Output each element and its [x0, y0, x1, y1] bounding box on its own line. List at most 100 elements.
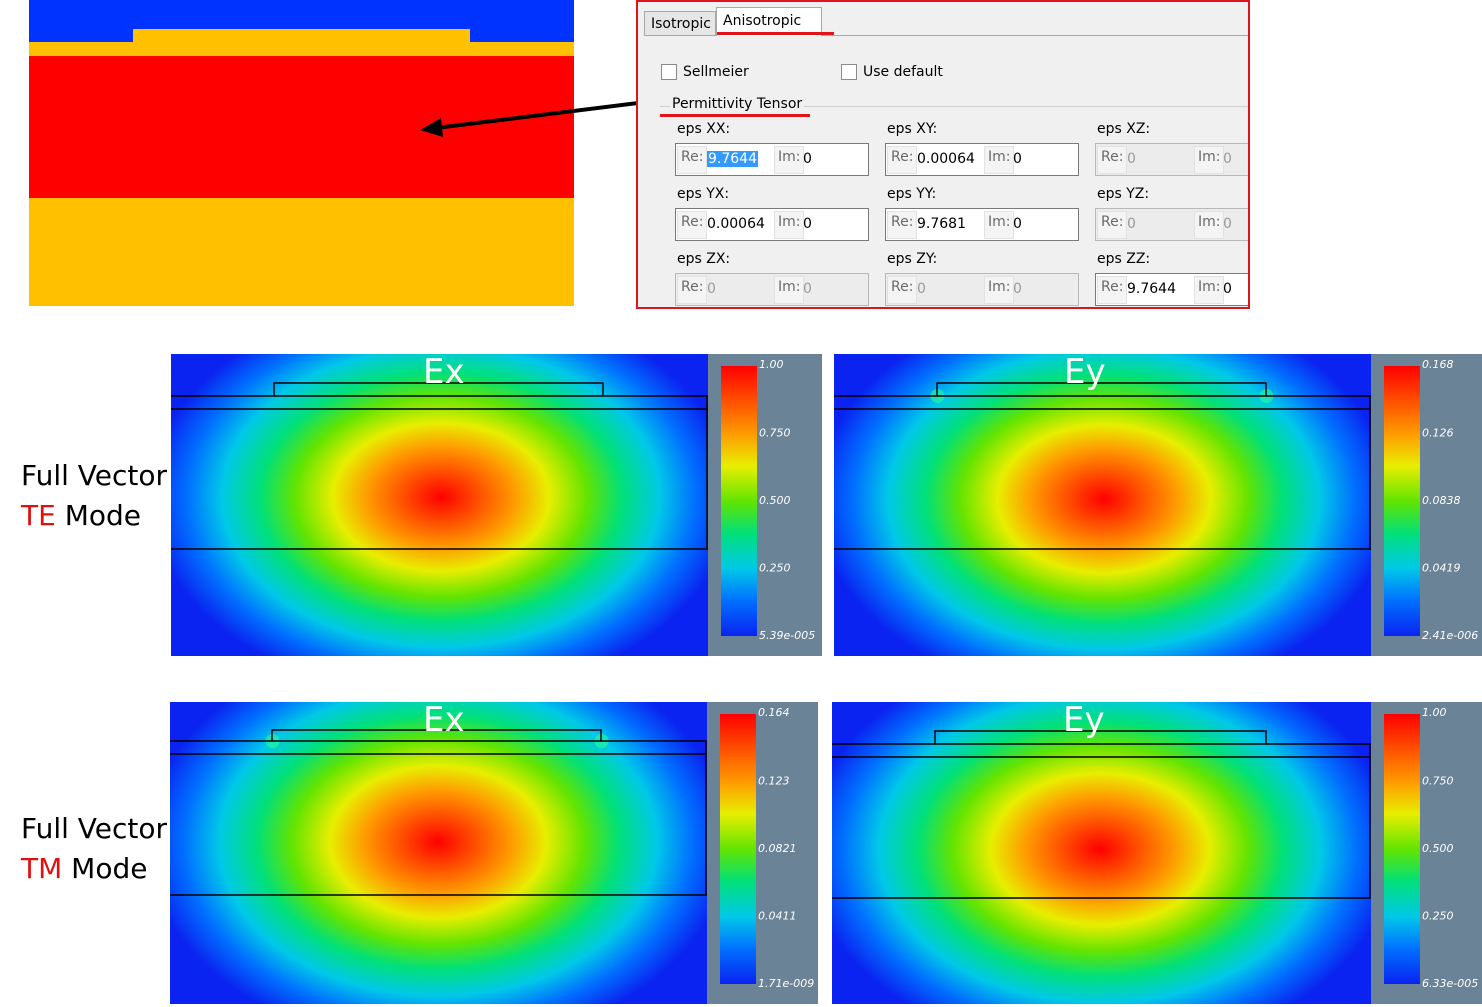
imag-part-input[interactable]: 0: [1223, 281, 1232, 297]
field-intensity-map: [832, 702, 1371, 1004]
tensor-label: eps ZY:: [887, 251, 938, 267]
checkbox-box[interactable]: [661, 64, 677, 80]
mode-name: TE: [21, 499, 56, 532]
imag-part-input[interactable]: 0: [1223, 216, 1232, 232]
im-label: Im:: [774, 211, 805, 239]
ridge-outline: [273, 382, 604, 396]
colorbar-tick-label: 0.250: [759, 562, 791, 575]
tensor-entry-field[interactable]: Re: 0.00064 Im: 0: [885, 143, 1079, 176]
re-label: Re:: [677, 211, 708, 239]
layer-outline: [832, 743, 1371, 899]
checkbox-label: Sellmeier: [683, 64, 749, 80]
colorbar-tick-label: 1.00: [759, 358, 784, 371]
mode-suffix: Mode: [55, 499, 141, 532]
im-label: Im:: [774, 146, 805, 174]
field-component-title: Ey: [1064, 354, 1106, 392]
imag-part-input[interactable]: 0: [1013, 151, 1022, 167]
tensor-entry-field[interactable]: Re: 9.7644 Im: 0: [1095, 273, 1248, 306]
real-part-input[interactable]: 0: [1127, 151, 1136, 167]
colorbar-tick-label: 2.41e-006: [1422, 629, 1478, 642]
field-component-title: Ex: [423, 354, 465, 392]
field-plot-svg: 1.00 0.750 0.500 0.250 5.39e-005: [171, 354, 822, 656]
re-label: Re:: [887, 211, 918, 239]
colorbar-tick-label: 0.0411: [758, 910, 797, 923]
mode-name: TM: [21, 852, 63, 885]
im-label: Im:: [1194, 146, 1225, 174]
field-plot-svg: 1.00 0.750 0.500 0.250 6.33e-005: [832, 702, 1482, 1004]
colorbar-tick-label: 0.500: [759, 494, 791, 507]
tensor-entry-field[interactable]: Re: 0 Im: 0: [675, 273, 869, 306]
field-component-title: Ex: [423, 702, 465, 740]
real-part-input[interactable]: 0.00064: [917, 151, 975, 167]
real-part-input[interactable]: 0: [917, 281, 926, 297]
imag-part-input[interactable]: 0: [1013, 216, 1022, 232]
real-part-input[interactable]: 9.7681: [917, 216, 966, 232]
layer-outline: [834, 395, 1371, 550]
tensor-entry-field[interactable]: Re: 9.7681 Im: 0: [885, 208, 1079, 241]
colorbar-tick-label: 0.750: [1422, 775, 1454, 788]
real-part-input[interactable]: 0: [1127, 216, 1136, 232]
te-ex-field-plot: 1.00 0.750 0.500 0.250 5.39e-005 Ex: [171, 354, 822, 656]
mode-suffix: Mode: [62, 852, 148, 885]
tensor-label: eps XY:: [887, 121, 938, 137]
checkbox-label: Use default: [863, 64, 943, 80]
im-label: Im:: [984, 276, 1015, 304]
tab-anisotropic[interactable]: Anisotropic: [716, 7, 822, 36]
ridge-outline: [271, 729, 602, 741]
real-part-input[interactable]: 9.7644: [707, 151, 758, 167]
layer-outline: [171, 395, 708, 550]
field-intensity-map: [171, 354, 708, 656]
tensor-label: eps ZZ:: [1097, 251, 1151, 267]
ridge-outline: [934, 730, 1267, 744]
imag-part-input[interactable]: 0: [1223, 151, 1232, 167]
re-label: Re:: [887, 276, 918, 304]
tensor-entry-field[interactable]: Re: 9.7644 Im: 0: [675, 143, 869, 176]
field-intensity-map: [834, 354, 1371, 656]
imag-part-input[interactable]: 0: [1013, 281, 1022, 297]
colorbar-tick-label: 1.00: [1422, 706, 1447, 719]
field-plot-svg: 0.168 0.126 0.0838 0.0419 2.41e-006: [834, 354, 1482, 656]
colorbar-tick-label: 0.750: [759, 427, 791, 440]
tm-mode-label: Full Vector TM Mode: [21, 809, 167, 889]
colorbar-tick-label: 0.0419: [1422, 562, 1461, 575]
colorbar-tick-label: 0.500: [1422, 842, 1454, 855]
re-label: Re:: [1097, 146, 1128, 174]
tm-ey-field-plot: 1.00 0.750 0.500 0.250 6.33e-005 Ey: [832, 702, 1482, 1004]
group-title-underline: [660, 114, 810, 117]
imag-part-input[interactable]: 0: [803, 216, 812, 232]
te-mode-label: Full Vector TE Mode: [21, 456, 167, 536]
real-part-input[interactable]: 0.00064: [707, 216, 765, 232]
colorbar: [1384, 366, 1420, 636]
re-label: Re:: [1097, 276, 1128, 304]
field-plot-svg: 0.164 0.123 0.0821 0.0411 1.71e-009: [170, 702, 818, 1004]
tensor-entry-field[interactable]: Re: 0 Im: 0: [1095, 208, 1248, 241]
layer-outline: [170, 740, 707, 896]
tensor-label: eps XX:: [677, 121, 731, 137]
re-label: Re:: [1097, 211, 1128, 239]
te-ey-field-plot: 0.168 0.126 0.0838 0.0419 2.41e-006 Ey: [834, 354, 1482, 656]
real-part-input[interactable]: 0: [707, 281, 716, 297]
tensor-entry-field[interactable]: Re: 0 Im: 0: [1095, 143, 1248, 176]
tensor-entry-field[interactable]: Re: 0.00064 Im: 0: [675, 208, 869, 241]
tensor-label: eps YZ:: [1097, 186, 1150, 202]
tensor-entry-field[interactable]: Re: 0 Im: 0: [885, 273, 1079, 306]
imag-part-input[interactable]: 0: [803, 151, 812, 167]
colorbar-tick-label: 1.71e-009: [758, 977, 814, 990]
ridge-outline: [936, 382, 1267, 396]
use-default-checkbox[interactable]: Use default: [841, 64, 943, 80]
imag-part-input[interactable]: 0: [803, 281, 812, 297]
tab-highlight-underline: [717, 32, 834, 35]
im-label: Im:: [1194, 276, 1225, 304]
colorbar-tick-label: 0.164: [758, 706, 790, 719]
colorbar: [720, 714, 756, 984]
im-label: Im:: [774, 276, 805, 304]
checkbox-box[interactable]: [841, 64, 857, 80]
tab-isotropic[interactable]: Isotropic: [644, 11, 716, 35]
im-label: Im:: [984, 146, 1015, 174]
field-component-title: Ey: [1063, 702, 1105, 740]
field-intensity-map: [170, 702, 707, 1004]
waveguide-cross-section: [29, 0, 574, 306]
re-label: Re:: [677, 146, 708, 174]
real-part-input[interactable]: 9.7644: [1127, 281, 1176, 297]
sellmeier-checkbox[interactable]: Sellmeier: [661, 64, 749, 80]
